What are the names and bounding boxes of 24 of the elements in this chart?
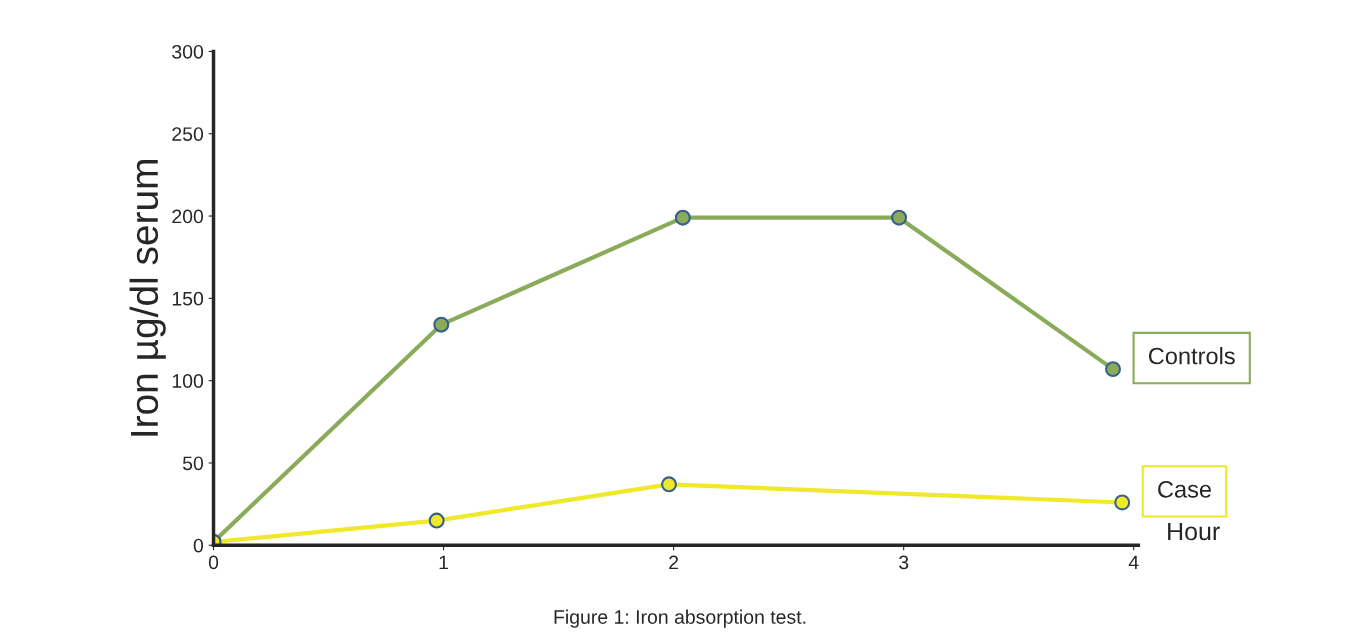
point (891, 209, 908, 226)
x-tick-label: 1 (439, 555, 449, 570)
point (1114, 494, 1131, 511)
point (661, 476, 677, 493)
caption: Figure 1: Iron absorption test. (554, 609, 806, 628)
y-tick-label: 250 (172, 127, 204, 141)
x-tick-label: 0 (208, 555, 219, 570)
y-tick-label: 200 (172, 209, 204, 224)
x-tick-label: 4 (1128, 555, 1139, 570)
y-tick-label: 0 (193, 538, 204, 553)
x-axis-title: Hour (1168, 522, 1220, 541)
y-tick-label: 100 (172, 374, 204, 388)
series-label: Controls (1148, 347, 1235, 365)
point (433, 316, 450, 333)
point (428, 512, 445, 529)
series-label: Case (1158, 480, 1212, 498)
y-tick-label: 300 (172, 44, 204, 59)
point (674, 209, 691, 226)
y-axis-title: Iron µg/dl serum (129, 160, 166, 436)
x-tick-label: 2 (669, 555, 679, 570)
point (1105, 361, 1121, 378)
y-tick-label: 150 (172, 291, 204, 306)
x-tick-label: 3 (899, 555, 909, 570)
y-tick-label: 50 (182, 456, 204, 471)
